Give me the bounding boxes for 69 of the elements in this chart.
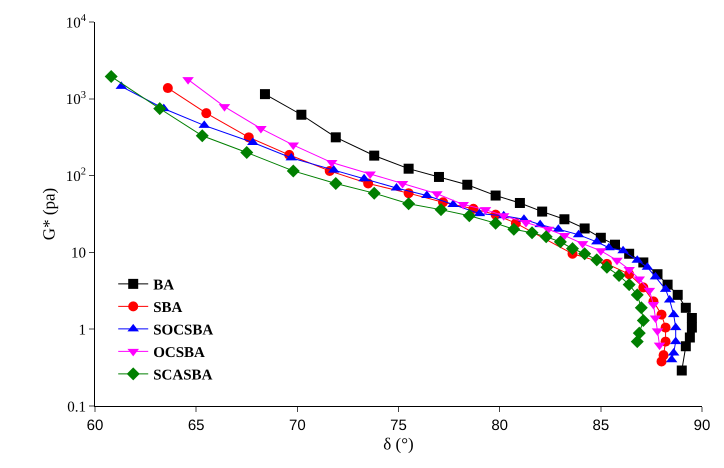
point	[554, 235, 567, 248]
point	[676, 365, 687, 376]
point	[162, 83, 173, 94]
x-tick-label: 85	[592, 417, 610, 434]
x-tick-label: 75	[390, 417, 407, 434]
x-tick-label: 80	[491, 417, 508, 434]
point	[260, 89, 270, 100]
point	[201, 108, 212, 118]
point	[434, 172, 444, 182]
y-axis-title: G* (pa)	[39, 188, 58, 240]
y-tick-label: 10	[71, 246, 86, 262]
point	[507, 222, 520, 236]
point	[630, 288, 644, 302]
point	[686, 322, 697, 333]
point	[600, 260, 614, 274]
legend-label: SCASBA	[153, 368, 213, 384]
y-tick-label: 10$^{2}$	[66, 166, 86, 185]
point	[434, 203, 448, 216]
x-axis-title: δ (°)	[383, 434, 414, 454]
y-tick-label: 1	[78, 322, 86, 338]
legend-label: BA	[153, 278, 174, 294]
point	[104, 70, 118, 84]
point	[672, 290, 683, 300]
point	[514, 198, 525, 208]
x-tick-label: 90	[694, 417, 710, 434]
point	[559, 214, 570, 224]
y-tick-label: 10$^{4}$	[66, 12, 87, 32]
y-tick-label: 10$^{3}$	[66, 90, 86, 108]
point	[636, 314, 650, 327]
point	[153, 102, 166, 116]
x-tick-label: 60	[86, 417, 104, 434]
point	[462, 180, 472, 190]
point	[630, 335, 644, 348]
point	[540, 230, 553, 244]
point	[329, 176, 342, 190]
point	[566, 242, 580, 256]
point	[368, 186, 381, 200]
point	[578, 247, 592, 260]
point	[537, 206, 548, 217]
point	[369, 150, 380, 161]
legend-label: SBA	[153, 300, 183, 316]
point	[286, 164, 300, 178]
point	[404, 164, 414, 174]
point	[402, 197, 416, 210]
point	[684, 332, 695, 342]
point	[686, 312, 697, 323]
y-tick-label: 0.1	[67, 399, 86, 416]
point	[526, 226, 539, 240]
point	[680, 341, 691, 352]
legend-label: OCSBA	[153, 345, 206, 362]
point	[634, 301, 648, 314]
point	[196, 129, 209, 142]
point	[489, 216, 502, 230]
point	[660, 322, 671, 333]
point	[296, 110, 306, 120]
point	[490, 190, 501, 201]
point	[580, 223, 590, 234]
point	[632, 326, 646, 340]
legend-label: SOCSBA	[153, 322, 214, 339]
x-tick-label: 70	[288, 417, 306, 434]
point	[462, 209, 476, 222]
x-tick-label: 65	[188, 417, 205, 434]
point	[656, 356, 667, 366]
point	[680, 302, 691, 313]
point	[330, 132, 341, 142]
point	[590, 253, 604, 266]
point	[612, 269, 626, 282]
point	[622, 278, 636, 292]
point	[240, 146, 254, 159]
